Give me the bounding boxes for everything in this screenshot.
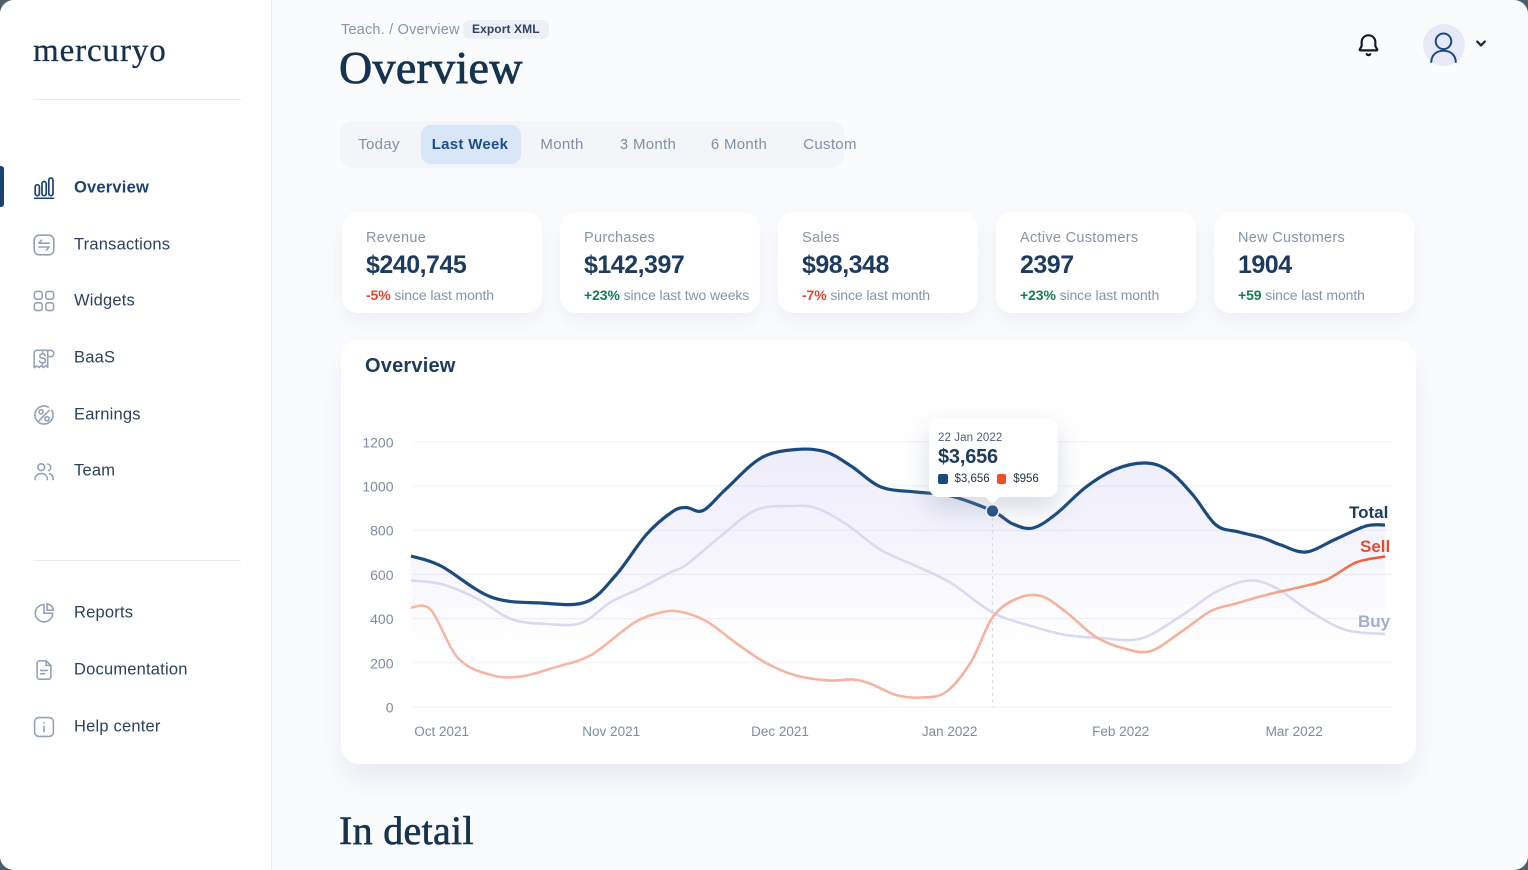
svg-text:1200: 1200 [362, 434, 393, 450]
svg-text:Dec 2021: Dec 2021 [751, 724, 809, 739]
svg-text:1000: 1000 [362, 479, 393, 495]
svg-text:0: 0 [386, 700, 394, 716]
svg-text:Oct 2021: Oct 2021 [414, 724, 469, 739]
svg-text:Mar 2022: Mar 2022 [1266, 724, 1323, 739]
svg-text:600: 600 [370, 567, 394, 583]
svg-text:200: 200 [370, 655, 394, 671]
svg-text:800: 800 [370, 523, 394, 539]
svg-text:Jan 2022: Jan 2022 [922, 724, 978, 739]
svg-text:400: 400 [370, 611, 394, 627]
svg-text:Feb 2022: Feb 2022 [1092, 724, 1149, 739]
svg-text:Nov 2021: Nov 2021 [582, 724, 640, 739]
